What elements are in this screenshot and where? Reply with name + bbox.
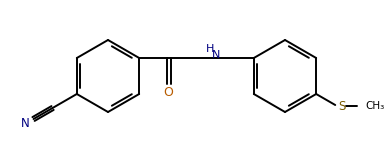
Text: CH₃: CH₃ bbox=[365, 101, 385, 111]
Text: H: H bbox=[206, 44, 215, 54]
Text: O: O bbox=[163, 86, 173, 100]
Text: N: N bbox=[21, 117, 30, 130]
Text: S: S bbox=[339, 100, 346, 112]
Text: N: N bbox=[212, 50, 221, 60]
